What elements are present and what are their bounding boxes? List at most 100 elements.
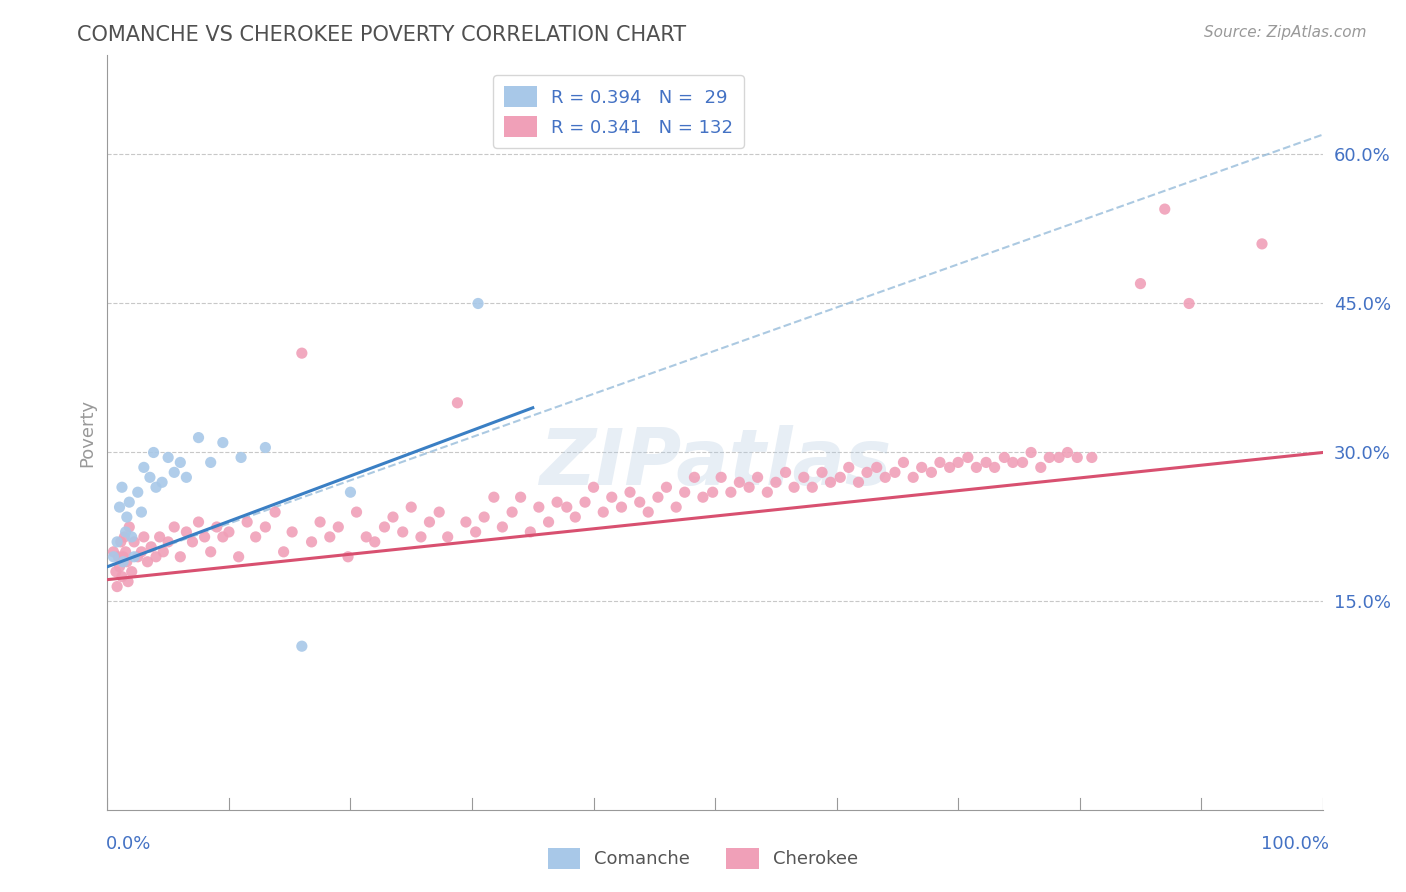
Point [467,296,489,310]
Point [655,480,678,494]
Point [111,480,134,494]
Point [811,466,834,480]
Point [339,485,361,500]
Point [564,510,586,524]
Point [747,470,769,484]
Point [145,549,167,564]
Point [1251,236,1274,251]
Point [546,495,568,509]
Point [848,475,870,490]
Point [519,524,541,539]
Point [121,530,143,544]
Point [673,485,696,500]
Point [509,490,531,504]
Point [856,466,879,480]
Point [893,455,915,469]
Point [436,530,458,544]
Point [187,515,209,529]
Point [373,520,395,534]
Legend: Comanche, Cherokee: Comanche, Cherokee [540,840,866,876]
Point [354,530,377,544]
Point [482,490,505,504]
Point [399,500,422,515]
Point [142,445,165,459]
Point [446,396,468,410]
Point [132,460,155,475]
Point [911,460,934,475]
Point [309,515,332,529]
Point [683,470,706,484]
Point [702,485,724,500]
Point [610,500,633,515]
Point [946,455,969,469]
Point [264,505,287,519]
Point [1129,277,1152,291]
Point [176,524,198,539]
Point [117,574,139,589]
Point [103,545,125,559]
Point [122,549,145,564]
Point [728,475,751,490]
Point [112,555,135,569]
Point [118,520,141,534]
Point [254,520,277,534]
Point [254,441,277,455]
Point [1056,445,1078,459]
Point [710,470,733,484]
Point [830,470,852,484]
Point [647,490,669,504]
Point [901,470,924,484]
Point [1178,296,1201,310]
Point [1011,455,1033,469]
Point [983,460,1005,475]
Point [105,535,128,549]
Point [592,505,614,519]
Point [1038,450,1060,465]
Point [103,549,125,564]
Point [464,524,486,539]
Point [181,535,204,549]
Point [169,455,191,469]
Point [291,639,314,653]
Point [382,510,405,524]
Point [418,515,440,529]
Point [929,455,952,469]
Point [152,545,174,559]
Point [245,530,267,544]
Point [472,510,495,524]
Point [1001,455,1024,469]
Text: 0.0%: 0.0% [105,835,150,853]
Point [965,460,987,475]
Point [211,530,233,544]
Point [200,455,222,469]
Point [600,490,623,504]
Text: COMANCHE VS CHEROKEE POVERTY CORRELATION CHART: COMANCHE VS CHEROKEE POVERTY CORRELATION… [77,25,686,45]
Point [127,485,149,500]
Point [236,515,259,529]
Point [157,535,180,549]
Point [114,545,136,559]
Point [1029,460,1052,475]
Point [194,530,217,544]
Point [820,475,842,490]
Point [108,559,131,574]
Point [783,480,806,494]
Point [127,549,149,564]
Point [582,480,605,494]
Point [105,580,128,594]
Y-axis label: Poverty: Poverty [79,399,96,467]
Point [163,466,186,480]
Point [875,470,897,484]
Point [157,450,180,465]
Point [281,524,304,539]
Point [1153,202,1175,216]
Point [427,505,450,519]
Point [527,500,550,515]
Point [756,485,779,500]
Point [291,346,314,360]
Point [838,460,860,475]
Legend: R = 0.394   N =  29, R = 0.341   N = 132: R = 0.394 N = 29, R = 0.341 N = 132 [494,76,744,148]
Point [112,549,135,564]
Point [501,505,523,519]
Point [139,470,162,484]
